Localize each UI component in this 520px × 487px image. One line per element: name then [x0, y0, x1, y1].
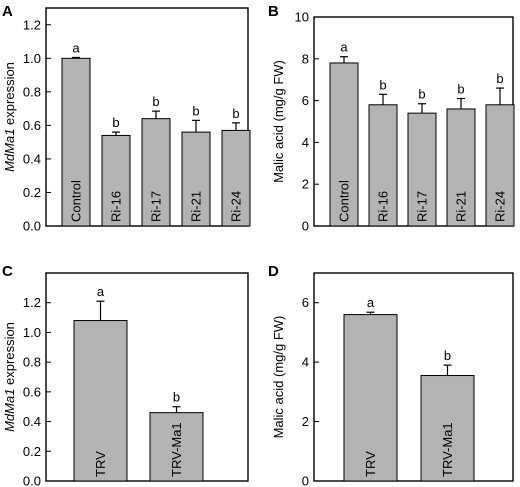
y-tick-label: 1.2: [23, 295, 41, 310]
y-tick-label: 0.4: [23, 414, 41, 429]
category-label: Ri-17: [415, 191, 430, 222]
y-axis-label: Malic acid (mg/g FW): [271, 316, 286, 439]
y-tick-label: 0.2: [23, 444, 41, 459]
panel-d: D 0 2 4 6 Malic acid (mg/g FW) a TRV b TRV-Ma1: [268, 263, 514, 487]
y-tick-label: 0.8: [23, 84, 41, 99]
y-tick-label: 2: [302, 414, 309, 429]
category-label: Ri-21: [189, 191, 204, 222]
significance-letter: b: [232, 106, 239, 121]
category-label: Ri-16: [376, 191, 391, 222]
panel-b: B 0 2 4 6 8 10 Malic acid (mg/g FW) a Control b Ri-…: [268, 3, 515, 234]
panel-letter: D: [268, 263, 279, 280]
significance-letter: a: [72, 40, 80, 55]
significance-letter: b: [496, 71, 503, 86]
y-axis-label: Malic acid (mg/g FW): [271, 60, 286, 183]
bar-ri-16: [101, 134, 131, 227]
y-tick-label: 0.0: [23, 219, 41, 234]
bar-control: [329, 62, 359, 227]
significance-letter: a: [367, 295, 375, 310]
panel-a: A 0.0 0.2 0.4 0.6 0.8 1.0 1.2 MdMa1 expression a C…: [2, 3, 251, 234]
significance-letter: b: [112, 115, 119, 130]
significance-letter: b: [444, 348, 451, 363]
y-tick-label: 0.6: [23, 384, 41, 399]
significance-letter: b: [173, 390, 180, 405]
y-tick-label: 1.2: [23, 17, 41, 32]
category-label: Control: [69, 180, 84, 222]
category-label: TRV: [363, 451, 378, 477]
y-tick-label: 10: [295, 10, 309, 25]
plot-frame: [313, 272, 514, 482]
significance-letter: b: [379, 77, 386, 92]
panel-letter: B: [268, 3, 279, 20]
bar-trv: [343, 314, 398, 482]
panel-letter: A: [2, 3, 13, 20]
y-tick-label: 0.4: [23, 151, 41, 166]
significance-letter: b: [457, 82, 464, 97]
y-tick-label: 0.8: [23, 355, 41, 370]
y-tick-label: 6: [302, 295, 309, 310]
significance-letter: a: [340, 40, 348, 55]
significance-letter: b: [192, 103, 199, 118]
bar-ri-17: [407, 112, 437, 227]
bar-trv: [73, 320, 128, 482]
bar-ri-24: [221, 129, 251, 227]
y-tick-label: 4: [302, 135, 309, 150]
bar-trv-ma1: [420, 375, 475, 482]
panel-c: C 0.0 0.2 0.4 0.6 0.8 1.0 1.2 MdMa1 expression a T…: [2, 263, 249, 487]
category-label: Ri-24: [493, 191, 508, 222]
significance-letter: b: [418, 87, 425, 102]
significance-letter: b: [152, 94, 159, 109]
bar-control: [61, 57, 91, 227]
y-tick-label: 0: [302, 474, 309, 487]
y-tick-label: 1.0: [23, 325, 41, 340]
bar-trv-ma1: [149, 412, 204, 482]
y-axis-label: MdMa1 expression: [2, 62, 17, 172]
y-tick-label: 2: [302, 177, 309, 192]
significance-letter: a: [97, 284, 105, 299]
bar-ri-24: [485, 104, 515, 227]
category-label: Ri-16: [109, 191, 124, 222]
category-label: TRV-Ma1: [440, 422, 455, 477]
y-tick-label: 1.0: [23, 51, 41, 66]
bar-ri-21: [181, 131, 211, 227]
category-label: TRV-Ma1: [169, 422, 184, 477]
category-label: Ri-21: [454, 191, 469, 222]
category-label: TRV: [93, 451, 108, 477]
y-tick-label: 0: [302, 219, 309, 234]
category-label: Ri-17: [149, 191, 164, 222]
y-tick-label: 0.0: [23, 474, 41, 487]
y-tick-label: 8: [302, 51, 309, 66]
y-tick-label: 6: [302, 93, 309, 108]
y-tick-label: 0.2: [23, 185, 41, 200]
panel-letter: C: [2, 263, 13, 280]
y-axis-label: MdMa1 expression: [2, 322, 17, 432]
category-label: Control: [337, 180, 352, 222]
plot-frame: [45, 272, 249, 482]
category-label: Ri-24: [229, 191, 244, 222]
y-tick-label: 4: [302, 355, 309, 370]
y-tick-label: 0.6: [23, 118, 41, 133]
